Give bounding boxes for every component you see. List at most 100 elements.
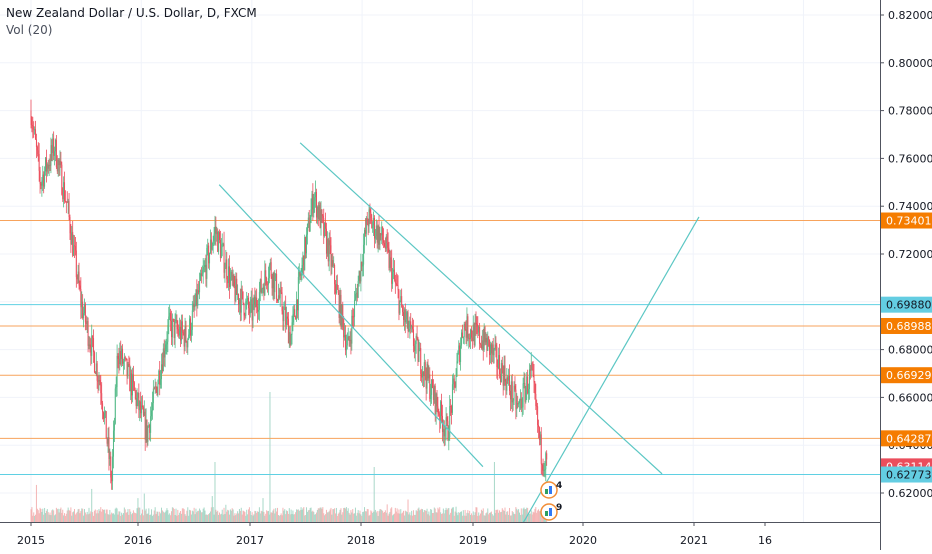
volume-bar: [93, 515, 95, 522]
event-markers[interactable]: 49: [540, 481, 562, 521]
volume-bar: [41, 511, 43, 522]
candle-body: [326, 238, 328, 254]
price-label-bg: [881, 212, 932, 229]
volume-bar: [78, 508, 80, 522]
volume-bar: [118, 511, 120, 522]
volume-bar: [191, 510, 193, 522]
candle-body: [264, 270, 266, 296]
candle-body: [540, 434, 542, 464]
horizontal-levels[interactable]: [0, 220, 880, 476]
volume-bar: [199, 508, 201, 522]
volume-bar: [453, 515, 455, 522]
candle-body: [351, 315, 353, 344]
candle-body: [254, 296, 256, 308]
candle-body: [382, 226, 384, 240]
candle-body: [313, 201, 315, 214]
volume-bar: [479, 515, 481, 522]
x-tick-label: 2019: [459, 534, 487, 547]
candle-body: [268, 265, 270, 279]
candle-body: [47, 164, 49, 169]
volume-bar: [483, 515, 485, 522]
candle-body: [500, 363, 502, 383]
candle-body: [130, 373, 132, 392]
volume-bar: [317, 508, 319, 522]
volume-bar: [228, 510, 230, 522]
candle-body: [76, 277, 78, 280]
volume-bar: [34, 515, 36, 522]
candle-body: [148, 424, 150, 428]
volume-bar: [35, 484, 37, 522]
candle-body: [223, 243, 225, 273]
volume-bar: [242, 510, 244, 522]
candle-body: [505, 381, 507, 391]
volume-bar: [277, 515, 279, 522]
volume-bar: [445, 507, 447, 522]
event-icon-bar: [549, 508, 552, 516]
candle-body: [231, 271, 233, 281]
candle-body: [424, 362, 426, 377]
candle-body: [122, 361, 124, 364]
volume-bar: [117, 514, 119, 522]
candle-body: [146, 419, 148, 442]
candle-body: [52, 138, 54, 153]
volume-bar: [309, 508, 311, 522]
symbol-title[interactable]: New Zealand Dollar / U.S. Dollar, D, FXC…: [6, 6, 257, 20]
candle-body: [287, 318, 289, 344]
candle-body: [245, 301, 247, 316]
volume-bar: [480, 513, 482, 522]
candle-body: [108, 437, 110, 459]
chart-legend[interactable]: New Zealand Dollar / U.S. Dollar, D, FXC…: [6, 5, 257, 39]
volume-bar: [190, 514, 192, 522]
y-tick-label: 0.76000: [888, 152, 932, 165]
volume-bar: [269, 392, 271, 522]
volume-bar: [109, 509, 111, 522]
volume-bar: [370, 510, 372, 522]
trendline[interactable]: [299, 142, 663, 475]
volume-bar: [396, 508, 398, 522]
volume-bar: [438, 509, 440, 522]
volume-bar: [450, 512, 452, 522]
volume-bar: [46, 509, 48, 522]
candle-body: [164, 350, 166, 358]
volume-bar: [318, 508, 320, 522]
candle-body: [509, 375, 511, 391]
candle-body: [217, 231, 219, 252]
candle-body: [67, 201, 69, 203]
candle-body: [274, 278, 276, 293]
volume-bar: [456, 512, 458, 522]
volume-bar: [149, 515, 151, 522]
candle-body: [192, 303, 194, 311]
candle-body: [469, 338, 471, 340]
candle-body: [432, 388, 434, 400]
volume-bar: [401, 513, 403, 522]
volume-bar: [480, 509, 482, 522]
volume-bar: [522, 508, 524, 522]
candle-body: [359, 271, 361, 282]
volume-bar: [160, 513, 162, 522]
trendline[interactable]: [218, 184, 484, 468]
candle-body: [61, 164, 63, 195]
volume-indicator-label[interactable]: Vol (20): [6, 23, 53, 37]
candle-body: [267, 284, 269, 286]
candle-body: [196, 289, 198, 306]
volume-bar: [530, 510, 532, 522]
candle-body: [215, 226, 217, 235]
volume-bar: [240, 507, 242, 522]
candle-body: [372, 225, 374, 229]
volume-bar: [180, 513, 182, 522]
candle-body: [162, 348, 164, 372]
volume-bar: [70, 507, 72, 522]
candle-body: [219, 232, 221, 241]
candle-body: [232, 274, 234, 281]
price-label-bg: [881, 317, 932, 334]
volume-bar: [204, 510, 206, 522]
candle-body: [482, 340, 484, 350]
candle-body: [151, 403, 153, 411]
candle-body: [269, 262, 271, 266]
candle-body: [119, 351, 121, 365]
x-tick-label: 16: [758, 534, 772, 547]
candle-body: [257, 309, 259, 312]
volume-bar: [345, 507, 347, 522]
